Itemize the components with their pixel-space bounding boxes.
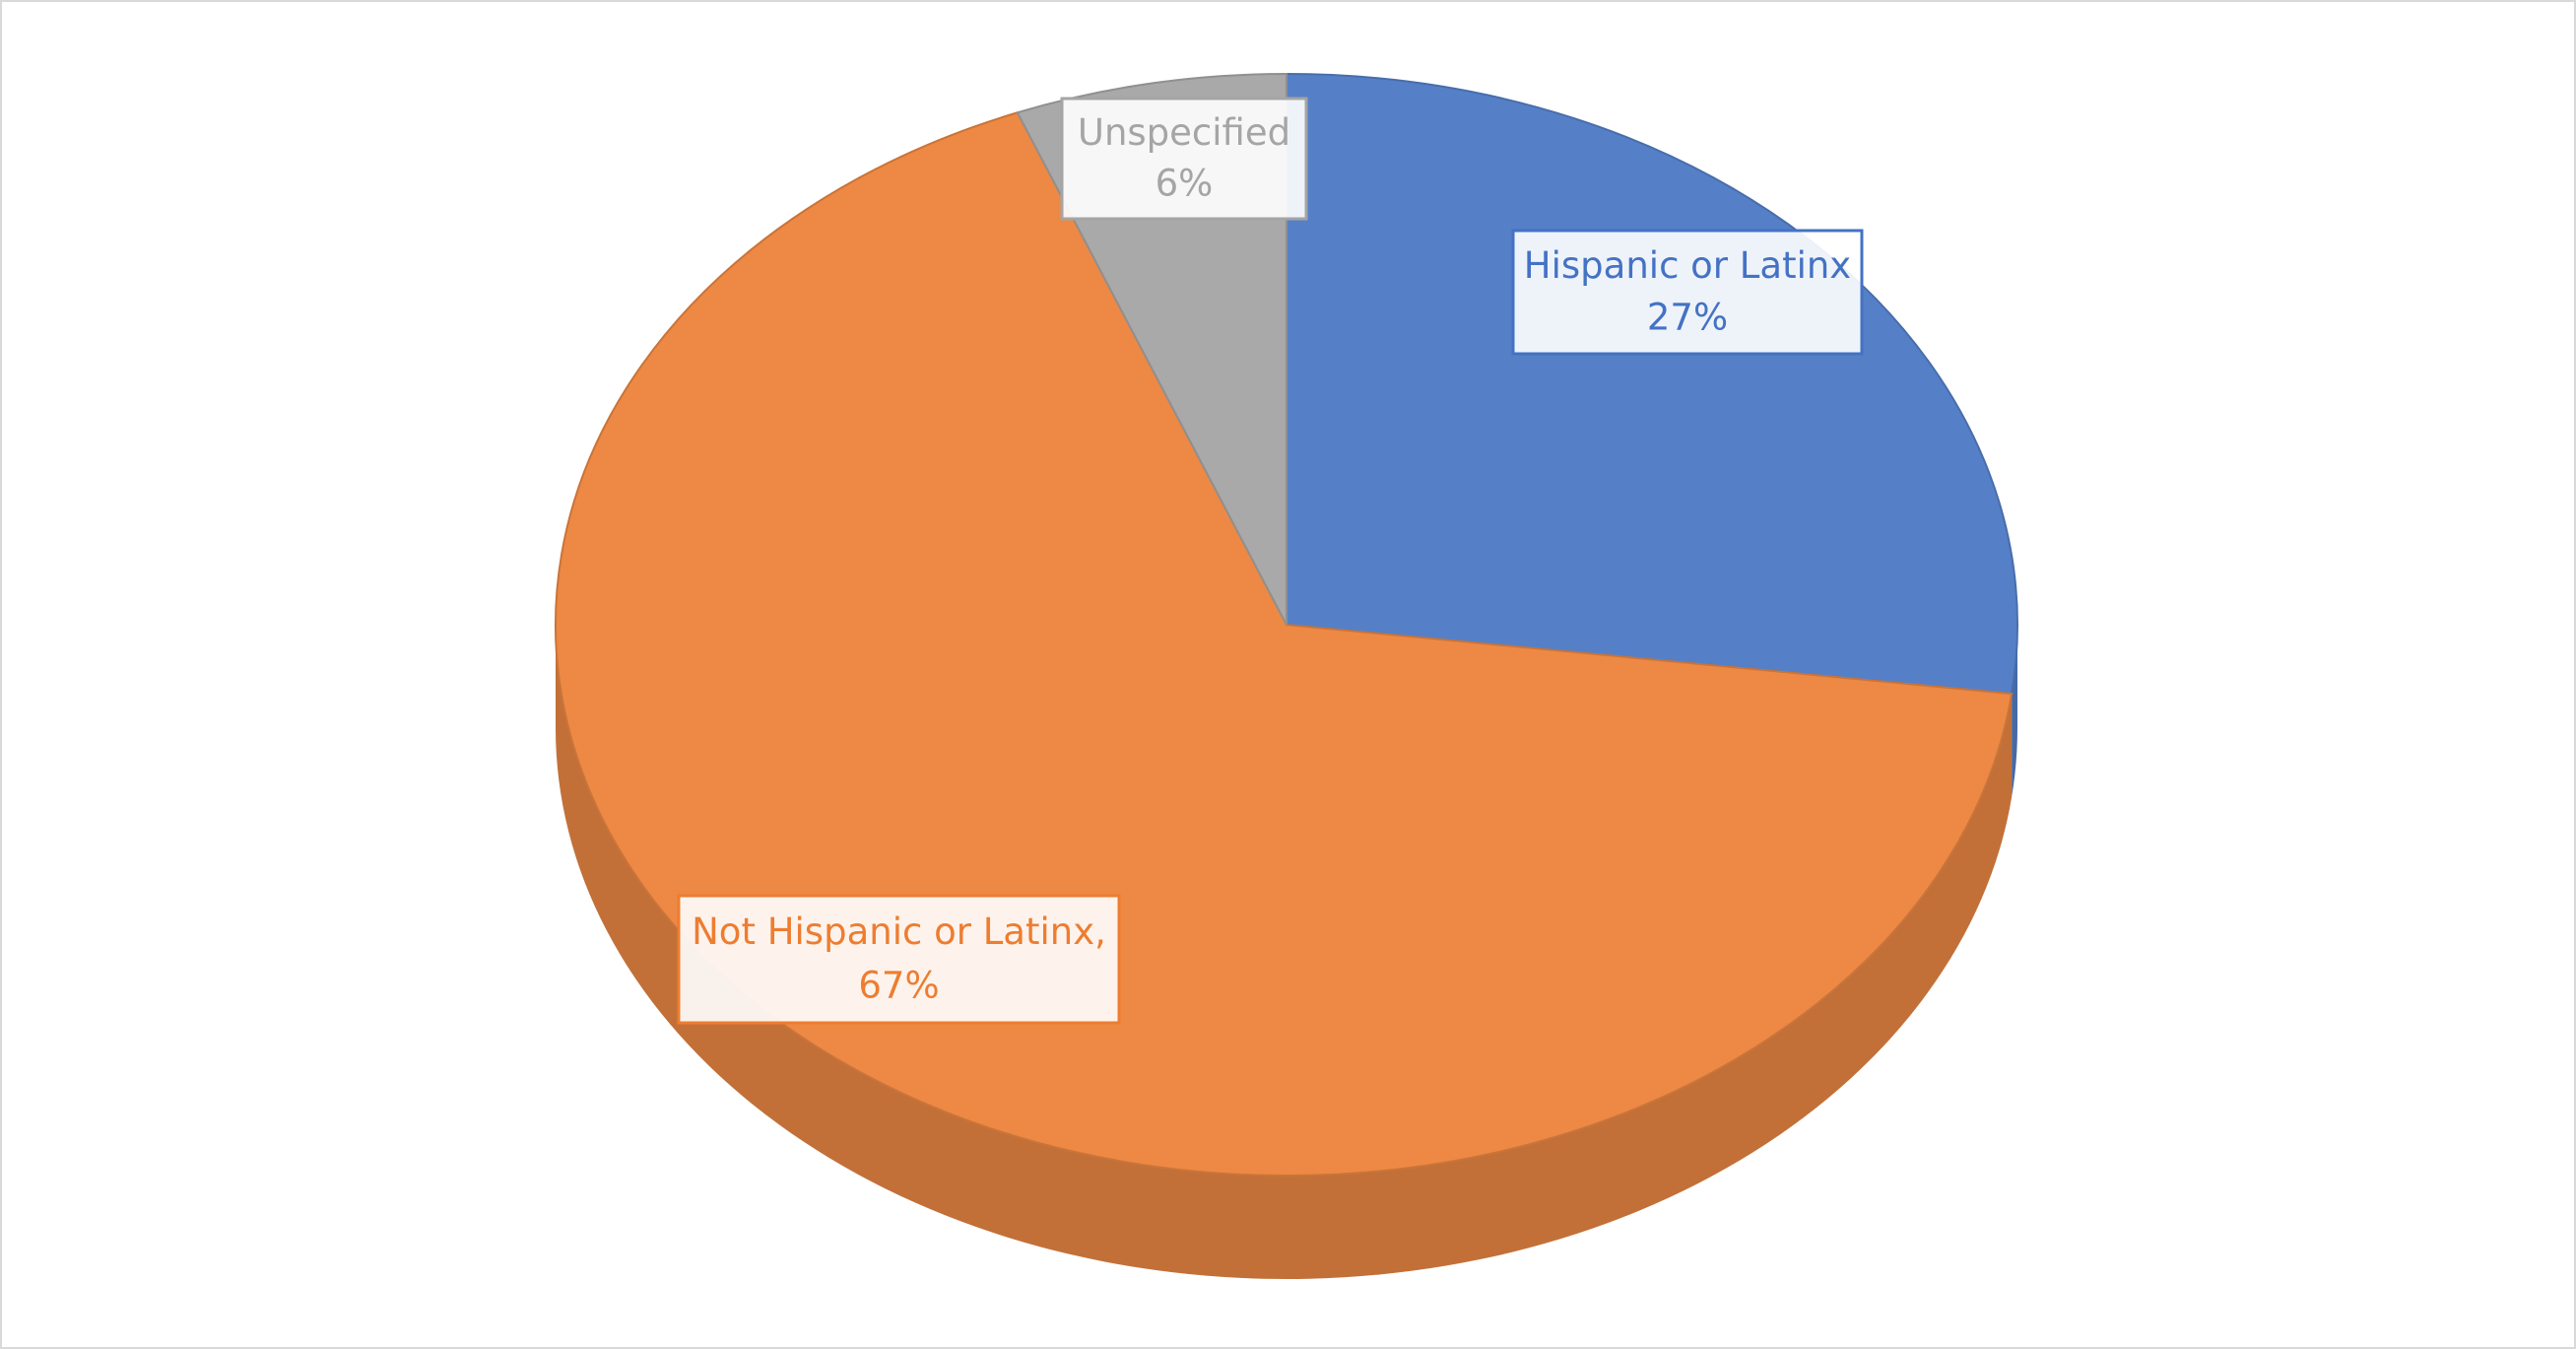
data-label-name: Not Hispanic or Latinx, <box>692 911 1106 953</box>
data-label-box <box>1511 229 1864 356</box>
data-label-value: 6% <box>1156 162 1214 204</box>
data-label-name: Unspecified <box>1078 111 1290 154</box>
data-label-box <box>1060 97 1308 221</box>
data-label-value: 67% <box>858 964 939 1006</box>
slice-side <box>556 625 2013 1279</box>
data-label-name: Hispanic or Latinx <box>1524 244 1851 287</box>
data-label-box <box>677 894 1121 1025</box>
data-label: Hispanic or Latinx 27% <box>1511 229 1864 356</box>
data-label: Not Hispanic or Latinx, 67% <box>677 894 1121 1025</box>
data-label: Unspecified 6% <box>1060 97 1308 221</box>
data-label-value: 27% <box>1647 297 1728 339</box>
